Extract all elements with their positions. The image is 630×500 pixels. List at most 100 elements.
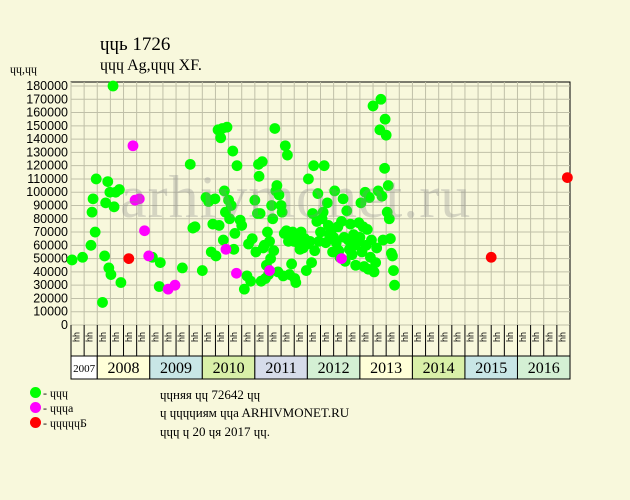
year-axis: 2007 2008 2009 2010 2011 2012 2013 2014 2015 2016	[70, 355, 571, 380]
data-point	[308, 160, 320, 172]
y-tick-label: 100000	[26, 185, 68, 199]
month-tick-label: ɥɥ	[401, 332, 411, 342]
data-point	[85, 239, 97, 251]
data-point	[276, 206, 288, 218]
month-tick-label: ɥɥ	[283, 332, 293, 342]
data-point	[221, 121, 233, 133]
month-axis: ɥɥ ɥɥ ɥɥ ɥɥ ɥɥ ɥɥ ɥɥ ɥɥ ɥɥ ɥɥ ɥɥ ɥɥ ɥɥ ɥɥ ɥɥ ɥɥ ɥɥ ɥɥ ɥɥ ɥɥ…	[70, 325, 571, 357]
data-point	[273, 189, 285, 201]
data-point	[196, 265, 208, 276]
month-tick-label: ɥɥ	[309, 332, 319, 342]
data-point	[66, 254, 78, 266]
data-point	[97, 297, 108, 308]
y-tick-label: 180000	[26, 79, 68, 93]
data-point	[189, 221, 201, 233]
data-point	[139, 225, 150, 237]
y-tick-label: 110000	[27, 172, 68, 186]
data-point	[380, 129, 392, 141]
data-point	[282, 149, 293, 161]
data-point	[113, 184, 125, 195]
data-point	[264, 235, 275, 247]
legend-label: - ɥɥɥ	[43, 386, 68, 400]
month-tick-label: ɥɥ	[296, 332, 306, 342]
data-point	[303, 173, 314, 185]
month-tick-label: ɥɥ	[467, 332, 477, 342]
data-points	[66, 80, 573, 308]
y-tick-label: 80000	[33, 212, 68, 226]
data-point	[115, 277, 127, 288]
data-point	[336, 253, 347, 265]
month-tick-label: ɥɥ	[414, 332, 424, 342]
y-tick-label: 30000	[33, 278, 68, 292]
data-point	[382, 180, 394, 191]
data-point	[388, 265, 399, 276]
month-tick-label: ɥɥ	[86, 332, 96, 342]
y-axis-label: ɥɥ,ɥɥ	[10, 62, 37, 76]
data-point	[143, 250, 155, 262]
month-tick-label: ɥɥ	[545, 332, 555, 342]
data-point	[384, 233, 396, 245]
y-tick-label: 170000	[26, 92, 68, 106]
year-label: 2008	[108, 360, 140, 377]
y-tick-label: 150000	[26, 119, 68, 133]
data-point	[315, 226, 326, 238]
data-point	[286, 258, 298, 270]
legend-label: - ɥɥɥa	[43, 401, 74, 415]
year-label: 2016	[528, 360, 560, 377]
data-point	[367, 100, 379, 112]
data-point	[350, 259, 362, 271]
data-point	[228, 243, 240, 255]
data-point	[264, 265, 275, 276]
month-tick-label: ɥɥ	[151, 332, 161, 342]
data-point	[176, 262, 188, 274]
data-point	[220, 243, 232, 255]
data-point	[245, 275, 257, 287]
legend-label: - ɥɥɥɥɥБ	[43, 416, 87, 430]
month-tick-label: ɥɥ	[506, 332, 516, 342]
y-tick-label: 130000	[26, 145, 68, 159]
data-point	[90, 173, 102, 185]
y-tick-label: 0	[61, 318, 68, 332]
data-point	[307, 208, 319, 219]
month-tick-label: ɥɥ	[99, 332, 109, 342]
month-tick-label: ɥɥ	[493, 332, 503, 342]
year-label: 2009	[160, 360, 192, 377]
month-tick-label: ɥɥ	[73, 332, 83, 342]
data-point	[224, 213, 236, 225]
data-point	[108, 201, 120, 213]
month-tick-label: ɥɥ	[217, 332, 227, 342]
watermark: arhivmonet.ru	[120, 164, 472, 230]
note-source: ɥ ɥɥɥɥиям ɥɥa ARHIVMONET.RU	[160, 405, 350, 420]
data-point	[133, 193, 145, 205]
data-point	[561, 172, 573, 184]
data-point	[102, 176, 114, 188]
data-point	[383, 213, 395, 225]
data-point	[300, 265, 312, 276]
data-point	[246, 233, 258, 245]
data-point	[256, 156, 268, 168]
month-tick-label: ɥɥ	[348, 332, 358, 342]
data-point	[87, 193, 99, 205]
month-tick-label: ɥɥ	[532, 332, 542, 342]
data-point	[290, 277, 302, 288]
chart-subtitle: ɥɥɥ Ag,ɥɥɥ XF.	[100, 57, 202, 74]
data-point	[105, 269, 117, 280]
data-point	[376, 190, 388, 202]
y-tick-label: 20000	[33, 291, 68, 305]
data-point	[231, 160, 243, 172]
data-point	[184, 158, 196, 170]
data-point	[238, 283, 250, 295]
y-tick-label: 70000	[33, 225, 68, 239]
data-point	[309, 245, 321, 257]
data-point	[336, 216, 347, 227]
month-tick-label: ɥɥ	[178, 332, 188, 342]
data-point	[77, 251, 88, 263]
data-point	[329, 185, 341, 197]
month-tick-label: ɥɥ	[164, 332, 174, 342]
data-point	[371, 242, 383, 254]
data-point	[306, 257, 317, 268]
data-point	[375, 93, 387, 105]
month-tick-label: ɥɥ	[256, 332, 266, 342]
month-tick-label: ɥɥ	[191, 332, 201, 342]
